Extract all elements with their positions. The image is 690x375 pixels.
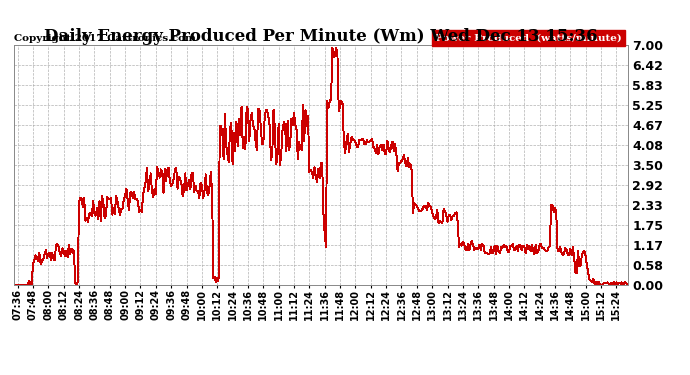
Text: Copyright 2017 Cartronics.com: Copyright 2017 Cartronics.com [14,34,196,43]
Text: Power Produced  (watts/minute): Power Produced (watts/minute) [435,34,622,43]
Title: Daily Energy Produced Per Minute (Wm) Wed Dec 13 15:36: Daily Energy Produced Per Minute (Wm) We… [44,28,598,45]
